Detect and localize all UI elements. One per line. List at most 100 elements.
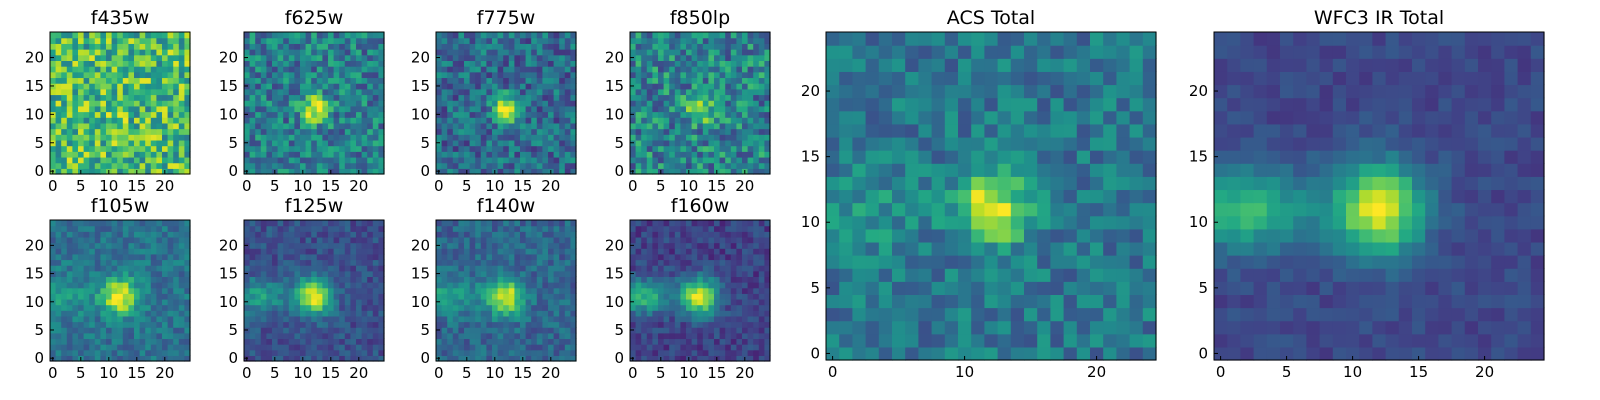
heatmap-cell	[548, 88, 555, 96]
heatmap-cell	[520, 327, 527, 334]
heatmap-cell	[378, 162, 385, 169]
heatmap-cell	[162, 139, 169, 147]
heatmap-cell	[559, 248, 566, 255]
heatmap-cell	[669, 282, 676, 289]
heatmap-cell	[61, 83, 68, 90]
heatmap-cell	[630, 304, 637, 311]
heatmap-cell	[520, 162, 527, 169]
heatmap-cell	[497, 54, 504, 61]
heatmap-cell	[260, 236, 267, 244]
heatmap-cell	[441, 220, 448, 227]
heatmap-cell	[378, 151, 385, 158]
heatmap-cell	[753, 122, 760, 130]
heatmap-cell	[367, 111, 374, 118]
heatmap-cell	[283, 248, 290, 255]
heatmap-cell	[503, 66, 510, 73]
heatmap-cell	[150, 304, 157, 311]
heatmap-cell	[697, 276, 704, 283]
heatmap-cell	[350, 298, 357, 306]
heatmap-cell	[283, 265, 290, 272]
heatmap-cell	[356, 156, 363, 164]
heatmap-cell	[55, 242, 62, 249]
heatmap-cell	[475, 298, 482, 306]
heatmap-cell	[367, 88, 374, 96]
heatmap-cell	[663, 94, 670, 101]
heatmap-cell	[134, 151, 141, 158]
heatmap-cell	[344, 293, 351, 300]
heatmap-cell	[447, 242, 454, 249]
heatmap-cell	[156, 162, 163, 169]
heatmap-cell	[486, 270, 493, 277]
heatmap-cell	[520, 100, 527, 107]
heatmap-cell	[758, 259, 765, 266]
heatmap-cell	[758, 338, 765, 345]
heatmap-cell	[305, 332, 312, 340]
heatmap-cell	[469, 49, 476, 56]
heatmap-cell	[156, 88, 163, 96]
heatmap-cell	[266, 66, 273, 73]
heatmap-cell	[305, 43, 312, 50]
heatmap-cell	[758, 122, 765, 130]
heatmap-cell	[106, 60, 113, 67]
heatmap-cell	[244, 225, 251, 232]
heatmap-cell	[475, 43, 482, 50]
heatmap-cell	[475, 315, 482, 323]
heatmap-cell	[111, 43, 118, 50]
heatmap-cell	[736, 344, 743, 351]
heatmap-cell	[553, 32, 560, 39]
heatmap-cell	[122, 54, 129, 61]
heatmap-cell	[89, 276, 96, 283]
heatmap-cell	[486, 242, 493, 249]
heatmap-cell	[89, 293, 96, 300]
heatmap-cell	[514, 60, 521, 67]
heatmap-cell	[708, 49, 715, 56]
heatmap-cell	[503, 327, 510, 334]
heatmap-cell	[486, 236, 493, 244]
heatmap-cell	[458, 259, 465, 266]
heatmap-cell	[736, 122, 743, 130]
heatmap-cell	[356, 265, 363, 272]
heatmap-cell	[691, 100, 698, 107]
heatmap-cell	[742, 298, 749, 306]
heatmap-cell	[464, 225, 471, 232]
heatmap-cell	[520, 122, 527, 130]
heatmap-cell	[350, 156, 357, 164]
heatmap-cell	[100, 225, 107, 232]
heatmap-cell	[497, 327, 504, 334]
heatmap-cell	[669, 304, 676, 311]
heatmap-cell	[548, 259, 555, 266]
heatmap-cell	[646, 100, 653, 107]
heatmap-cell	[458, 253, 465, 261]
heatmap-cell	[167, 43, 174, 50]
heatmap-cell	[61, 122, 68, 130]
heatmap-cell	[66, 88, 73, 96]
heatmap-cell	[630, 293, 637, 300]
heatmap-cell	[184, 304, 191, 311]
heatmap-cell	[322, 349, 329, 356]
heatmap-cell	[162, 37, 169, 44]
heatmap-cell	[686, 32, 693, 39]
heatmap-cell	[111, 276, 118, 283]
heatmap-cell	[350, 310, 357, 317]
heatmap-cell	[372, 231, 379, 238]
heatmap-cell	[635, 304, 642, 311]
heatmap-cell	[635, 37, 642, 44]
heatmap-cell	[356, 293, 363, 300]
heatmap-cell	[497, 344, 504, 351]
heatmap-cell	[536, 37, 543, 44]
heatmap-cell	[255, 100, 262, 107]
heatmap-cell	[630, 156, 637, 164]
heatmap-cell	[458, 88, 465, 96]
heatmap-cell	[139, 231, 146, 238]
heatmap-cell	[294, 32, 301, 39]
heatmap-cell	[294, 315, 301, 323]
heatmap-cell	[145, 156, 152, 164]
heatmap-cell	[277, 83, 284, 90]
heatmap-cell	[531, 37, 538, 44]
heatmap-cell	[714, 134, 721, 141]
heatmap-cell	[344, 32, 351, 39]
heatmap-cell	[94, 49, 101, 56]
heatmap-cell	[691, 117, 698, 124]
heatmap-cell	[747, 37, 754, 44]
heatmap-cell	[288, 134, 295, 141]
